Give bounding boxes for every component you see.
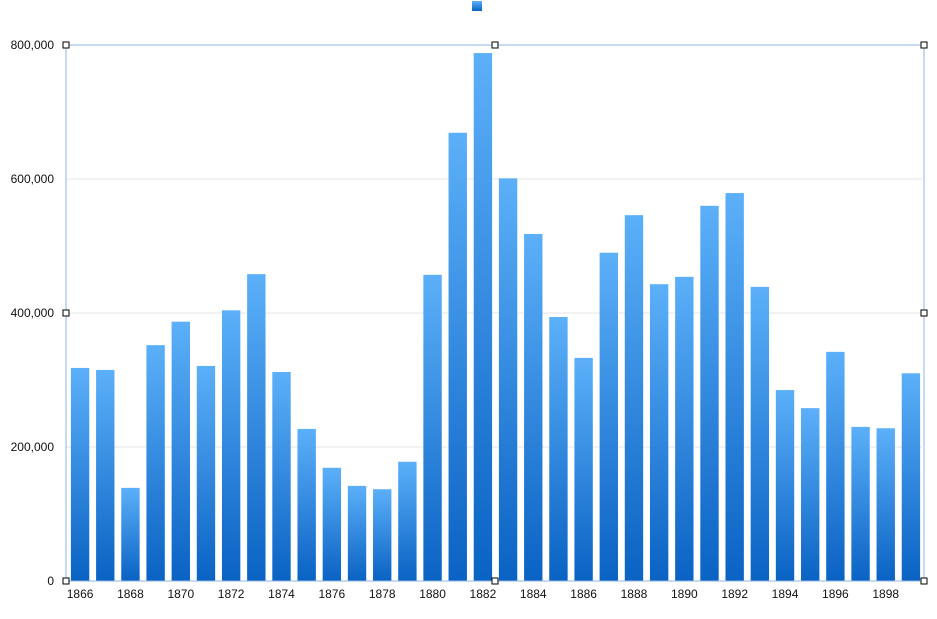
y-tick-label: 800,000 — [11, 38, 55, 52]
resize-handle[interactable] — [62, 309, 70, 317]
bar-1893[interactable] — [750, 286, 770, 581]
bar-1887[interactable] — [599, 252, 618, 581]
x-tick-label: 1880 — [419, 587, 446, 601]
x-tick-label: 1886 — [570, 587, 597, 601]
bar-1878[interactable] — [373, 489, 392, 581]
x-tick-label: 1892 — [721, 587, 748, 601]
x-tick-label: 1868 — [117, 587, 144, 601]
bar-1876[interactable] — [322, 467, 342, 581]
bar-1888[interactable] — [624, 215, 644, 581]
x-tick-label: 1874 — [268, 587, 295, 601]
resize-handle[interactable] — [920, 577, 928, 585]
bar-1895[interactable] — [801, 408, 820, 581]
y-tick-label: 200,000 — [11, 440, 55, 454]
y-tick-label: 0 — [47, 574, 54, 588]
bar-1873[interactable] — [247, 274, 266, 581]
resize-handle[interactable] — [920, 41, 928, 49]
bar-1875[interactable] — [297, 428, 316, 581]
bar-1877[interactable] — [347, 485, 367, 581]
x-tick-label: 1882 — [470, 587, 497, 601]
bar-1885[interactable] — [549, 317, 568, 581]
bar-1868[interactable] — [121, 487, 140, 581]
bar-1867[interactable] — [96, 369, 115, 581]
y-tick-label: 400,000 — [11, 306, 55, 320]
bar-1869[interactable] — [146, 345, 165, 581]
x-tick-label: 1896 — [822, 587, 849, 601]
bar-1898[interactable] — [876, 428, 895, 581]
resize-handle[interactable] — [491, 41, 499, 49]
bar-1883[interactable] — [498, 178, 518, 581]
bar-1894[interactable] — [775, 390, 795, 581]
x-tick-label: 1890 — [671, 587, 698, 601]
bar-1896[interactable] — [826, 351, 845, 581]
bar-1880[interactable] — [423, 274, 442, 581]
bar-1870[interactable] — [171, 321, 190, 581]
bar-1881[interactable] — [448, 132, 467, 581]
x-tick-label: 1894 — [772, 587, 799, 601]
x-tick-label: 1898 — [872, 587, 899, 601]
resize-handle[interactable] — [491, 577, 499, 585]
resize-handle[interactable] — [62, 577, 70, 585]
y-tick-label: 600,000 — [11, 172, 55, 186]
bar-1891[interactable] — [700, 205, 719, 582]
x-tick-label: 1888 — [621, 587, 648, 601]
x-tick-label: 1870 — [167, 587, 194, 601]
bar-1899[interactable] — [901, 373, 921, 581]
bar-1897[interactable] — [851, 426, 870, 581]
legend-swatch — [472, 1, 482, 11]
x-tick-label: 1876 — [319, 587, 346, 601]
x-tick-label: 1866 — [67, 587, 94, 601]
bar-1892[interactable] — [725, 193, 744, 581]
resize-handle[interactable] — [62, 41, 70, 49]
bar-1886[interactable] — [574, 357, 593, 581]
bar-1872[interactable] — [221, 310, 241, 581]
bar-1879[interactable] — [398, 461, 417, 581]
bar-1884[interactable] — [524, 233, 543, 581]
bar-1890[interactable] — [675, 276, 694, 581]
bar-1866[interactable] — [70, 367, 90, 581]
x-tick-label: 1884 — [520, 587, 547, 601]
bar-1871[interactable] — [196, 365, 216, 581]
bar-1889[interactable] — [649, 284, 669, 581]
bar-1874[interactable] — [272, 371, 291, 581]
resize-handle[interactable] — [920, 309, 928, 317]
x-tick-label: 1872 — [218, 587, 245, 601]
bar-1882[interactable] — [473, 53, 493, 582]
x-tick-label: 1878 — [369, 587, 396, 601]
